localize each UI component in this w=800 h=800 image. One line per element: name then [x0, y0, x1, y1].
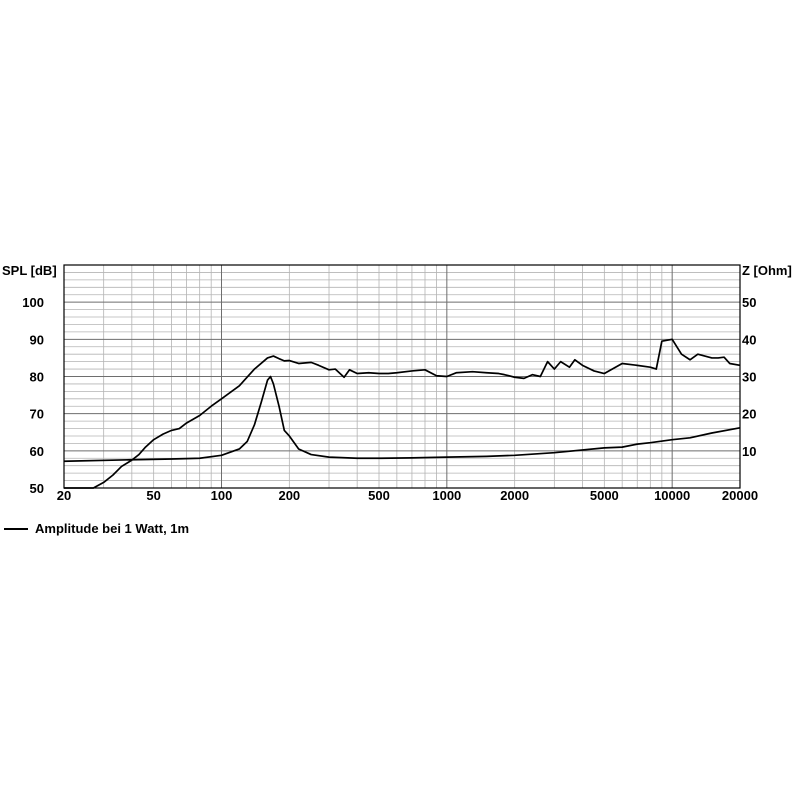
legend: Amplitude bei 1 Watt, 1m — [4, 521, 189, 536]
series-layer — [63, 338, 741, 489]
y-tick-label: 100 — [22, 295, 44, 310]
y-tick-label: 70 — [30, 407, 44, 422]
y2-axis-tick-labels: 10 20 30 40 50 — [742, 295, 756, 459]
impedance-curve — [63, 375, 741, 463]
y-axis-title: SPL [dB] — [2, 263, 57, 278]
x-tick-label: 20 — [57, 488, 71, 503]
y-tick-label: 90 — [30, 332, 44, 347]
x-tick-label: 2000 — [500, 488, 529, 503]
x-tick-label: 5000 — [590, 488, 619, 503]
y-tick-label: 60 — [30, 444, 44, 459]
x-tick-label: 10000 — [654, 488, 690, 503]
y2-tick-label: 50 — [742, 295, 756, 310]
major-grid — [64, 264, 740, 489]
plot-frame — [63, 264, 741, 489]
y2-axis-title: Z [Ohm] — [742, 263, 792, 278]
x-tick-label: 500 — [368, 488, 390, 503]
x-tick-label: 20000 — [722, 488, 758, 503]
x-tick-label: 200 — [278, 488, 300, 503]
x-tick-label: 50 — [146, 488, 160, 503]
y-tick-label: 80 — [30, 370, 44, 385]
y2-tick-label: 10 — [742, 444, 756, 459]
y-tick-label: 50 — [30, 481, 44, 496]
legend-label: Amplitude bei 1 Watt, 1m — [35, 521, 190, 536]
y2-tick-label: 20 — [742, 407, 756, 422]
x-tick-label: 1000 — [432, 488, 461, 503]
y2-tick-label: 30 — [742, 370, 756, 385]
legend-line-swatch — [4, 527, 28, 530]
spl-curve — [64, 338, 741, 489]
x-axis-tick-labels: 20 50 100 200 500 1000 2000 5000 10000 20000 — [57, 488, 758, 503]
y-axis-tick-labels: 50 60 70 80 90 100 — [22, 295, 44, 496]
y2-tick-label: 40 — [742, 332, 756, 347]
x-tick-label: 100 — [211, 488, 233, 503]
